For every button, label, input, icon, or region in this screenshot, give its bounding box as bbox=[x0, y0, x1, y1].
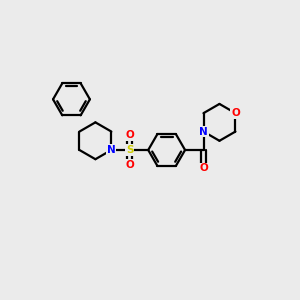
Text: N: N bbox=[107, 145, 116, 155]
Text: O: O bbox=[199, 164, 208, 173]
Text: O: O bbox=[231, 108, 240, 118]
Text: O: O bbox=[125, 160, 134, 170]
Text: S: S bbox=[126, 145, 134, 155]
Text: N: N bbox=[199, 127, 208, 136]
Text: O: O bbox=[125, 130, 134, 140]
